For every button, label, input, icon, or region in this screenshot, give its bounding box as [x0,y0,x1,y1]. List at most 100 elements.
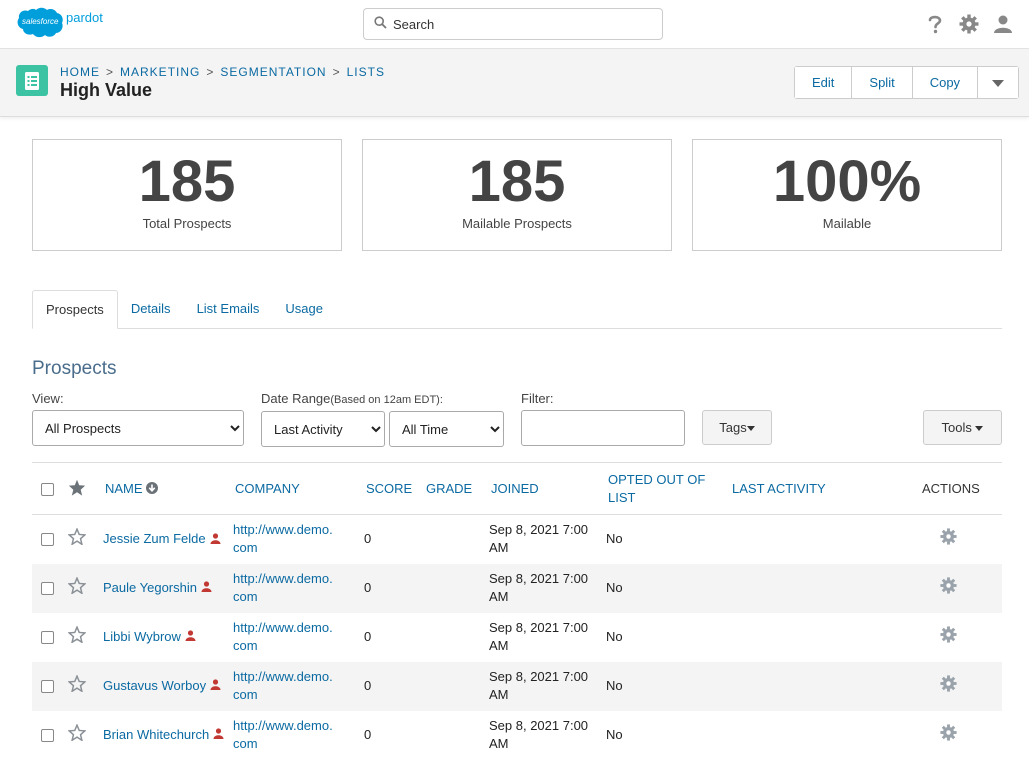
opted-out-cell: No [606,629,623,644]
name-column-header[interactable]: NAME [99,463,229,515]
breadcrumb-home[interactable]: HOME [60,65,100,79]
row-actions-gear-icon[interactable] [940,577,957,599]
company-column-header[interactable]: COMPANY [235,481,300,496]
stat-mailable-percent: 100% Mailable [692,139,1002,251]
split-button[interactable]: Split [852,67,913,98]
star-outline-icon[interactable] [67,723,87,742]
company-cell: http://www.demo. com [229,711,360,760]
company-link[interactable]: http://www.demo. com [233,571,333,604]
company-link[interactable]: http://www.demo. com [233,669,333,702]
prospect-name-link[interactable]: Gustavus Worboy [103,677,207,693]
copy-button[interactable]: Copy [912,67,979,98]
row-checkbox[interactable] [41,582,54,596]
section-title: Prospects [32,358,117,379]
date-field-select[interactable]: Last Activity [261,411,385,447]
joined-text-1: Sep 8, 2021 7:00 [489,522,589,538]
name-cell: Libbi Wybrow [99,613,229,662]
grade-column-header[interactable]: GRADE [426,481,473,496]
pardot-logo[interactable]: salesforce pardot [16,6,103,38]
tab-prospects[interactable]: Prospects [32,290,118,329]
stat-label: Total Prospects [142,216,232,231]
breadcrumb-segmentation[interactable]: SEGMENTATION [220,65,327,79]
row-actions-gear-icon[interactable] [940,724,957,746]
score-column-header[interactable]: SCORE [366,481,413,496]
joined-column-header[interactable]: JOINED [491,481,539,496]
stat-value: 185 [468,149,566,214]
person-icon [201,579,212,597]
prospect-name-link[interactable]: Libbi Wybrow [103,628,181,644]
opted-out-column-header[interactable]: OPTED OUT OF LIST [608,471,706,505]
tab-usage[interactable]: Usage [285,301,323,316]
joined-text-2: AM [489,540,509,556]
actions-cell [910,564,1002,613]
row-actions-gear-icon[interactable] [940,626,957,648]
company-link[interactable]: http://www.demo. com [233,718,333,751]
list-icon [16,65,48,96]
search-input[interactable] [393,16,643,32]
person-icon [210,531,221,549]
company-link-text-1: http://www.demo. [233,571,333,586]
breadcrumb-lists[interactable]: LISTS [346,65,385,79]
tags-label: Tags [719,420,747,435]
gear-icon[interactable] [959,13,979,35]
date-range-select[interactable]: All Time [389,411,504,447]
prospect-name-link[interactable]: Paule Yegorshin [103,579,197,595]
stat-label: Mailable [822,216,872,231]
company-link[interactable]: http://www.demo. com [233,620,333,653]
prospect-name-link[interactable]: Jessie Zum Felde [103,530,206,546]
joined-text-1: Sep 8, 2021 7:00 [489,620,589,635]
breadcrumb-separator: > [332,65,341,79]
search-icon [374,16,387,32]
salesforce-cloud-icon: salesforce [16,6,64,38]
star-outline-icon[interactable] [67,625,87,644]
company-link-text-1: http://www.demo. [233,718,333,733]
name-cell: Brian Whitechurch [99,711,229,760]
breadcrumb-marketing[interactable]: MARKETING [120,65,201,79]
score-cell: 0 [364,678,372,693]
row-actions-gear-icon[interactable] [940,528,957,550]
view-select[interactable]: All Prospects [32,410,244,446]
last-activity-column-header[interactable]: LAST ACTIVITY [732,481,826,496]
joined-text-2: AM [489,589,509,604]
star-outline-icon[interactable] [67,674,87,693]
joined-cell: Sep 8, 2021 7:00 AM [485,515,602,564]
grade-cell [422,711,485,760]
caret-down-icon [975,426,984,432]
stat-mailable-prospects: 185 Mailable Prospects [362,139,672,251]
row-checkbox[interactable] [41,533,54,547]
company-link[interactable]: http://www.demo. com [233,522,333,555]
row-checkbox[interactable] [41,631,54,645]
filter-input[interactable] [521,410,685,446]
opted-out-cell: No [606,580,623,595]
favorite-cell [64,564,99,613]
search-box[interactable] [363,8,663,40]
tools-dropdown-button[interactable]: Tools [923,410,1002,445]
star-outline-icon[interactable] [67,576,87,595]
tab-list-emails[interactable]: List Emails [196,301,260,316]
tools-label: Tools [941,420,972,435]
tab-details[interactable]: Details [130,301,171,316]
user-icon[interactable] [993,13,1013,35]
tags-dropdown-button[interactable]: Tags [702,410,772,445]
last-activity-cell [724,515,910,564]
select-all-checkbox[interactable] [41,483,54,497]
more-actions-button[interactable] [978,67,1019,98]
favorite-column-header[interactable] [64,463,99,515]
actions-cell [910,662,1002,711]
help-icon[interactable] [925,13,945,35]
row-checkbox[interactable] [41,680,54,694]
date-range-label: Date Range(Based on 12am EDT): [261,391,443,406]
row-checkbox[interactable] [41,729,54,743]
company-cell: http://www.demo. com [229,515,360,564]
grade-cell [422,613,485,662]
name-cell: Jessie Zum Felde [99,515,229,564]
star-icon [68,479,86,496]
row-actions-gear-icon[interactable] [940,675,957,697]
prospect-name-link[interactable]: Brian Whitechurch [103,726,210,742]
joined-text-1: Sep 8, 2021 7:00 [489,718,589,733]
table-row: Libbi Wybrow http://www.demo. com 0 Sep 8… [32,613,1002,662]
star-outline-icon[interactable] [67,527,87,547]
action-button-group: Edit Split Copy [794,66,1020,99]
table-row: Jessie Zum Felde http://www.demo. com 0 S… [32,515,1002,564]
edit-button[interactable]: Edit [795,67,853,98]
